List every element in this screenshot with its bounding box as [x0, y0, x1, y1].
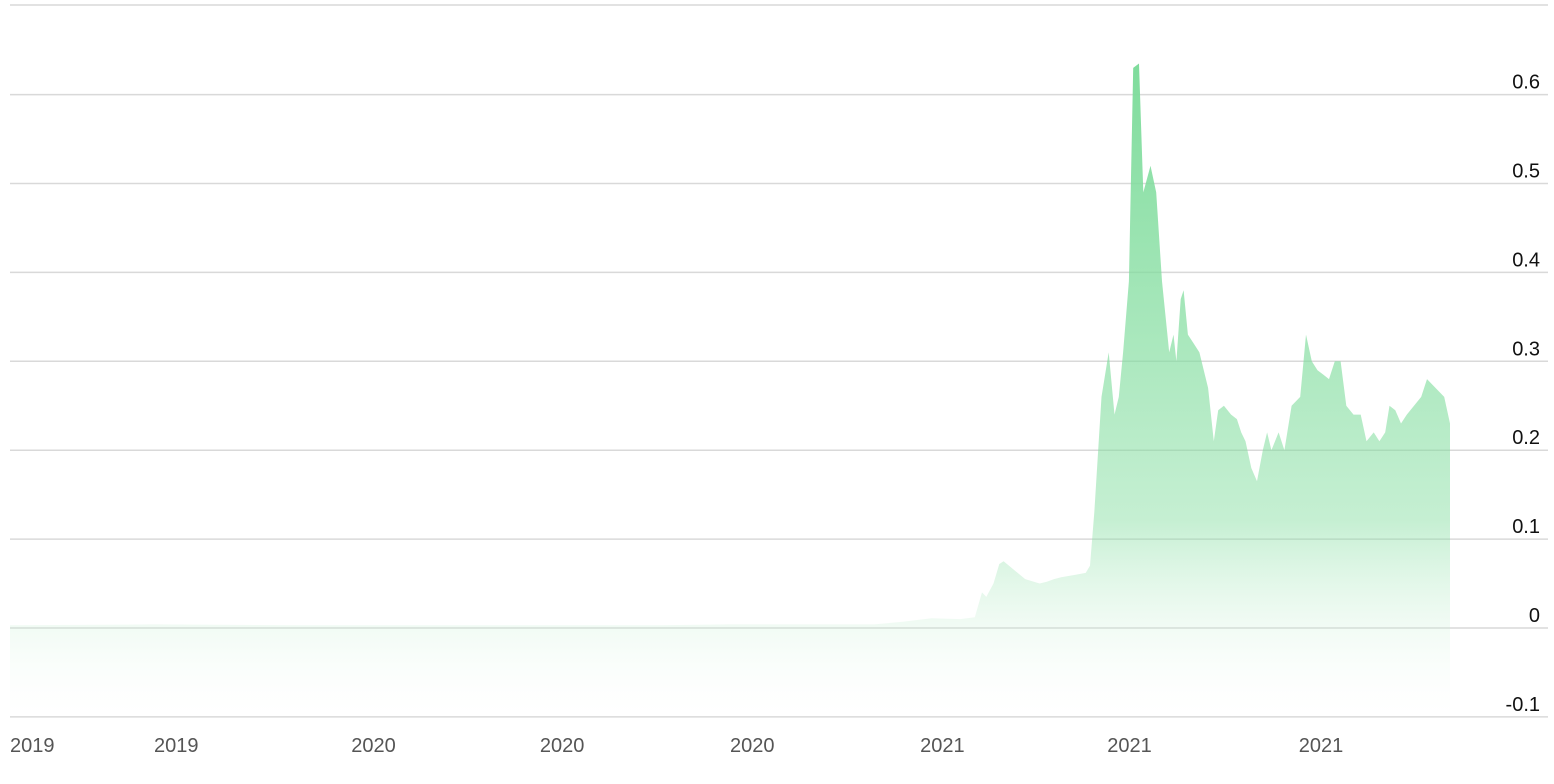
x-axis-ticks: 2019 2019 2020 2020 2020 2021 2021 2021: [10, 735, 1343, 757]
y-tick-label: -0.1: [1506, 694, 1540, 716]
y-axis-ticks: 0.6 0.5 0.4 0.3 0.2 0.1 0 -0.1: [1506, 72, 1540, 716]
area-series-path: [10, 63, 1450, 717]
y-tick-label: 0.1: [1512, 516, 1540, 538]
y-tick-label: 0.3: [1512, 338, 1540, 360]
x-tick-label: 2021: [920, 735, 965, 757]
x-tick-label: 2021: [1107, 735, 1152, 757]
x-tick-label: 2019: [10, 735, 55, 757]
y-tick-label: 0.2: [1512, 427, 1540, 449]
x-tick-label: 2020: [351, 735, 396, 757]
x-tick-label: 2020: [730, 735, 775, 757]
area-series: [10, 63, 1450, 717]
x-tick-label: 2021: [1299, 735, 1344, 757]
y-tick-label: 0: [1529, 605, 1540, 627]
x-tick-label: 2020: [540, 735, 585, 757]
x-tick-label: 2019: [154, 735, 199, 757]
y-tick-label: 0.4: [1512, 249, 1540, 271]
y-tick-label: 0.5: [1512, 161, 1540, 183]
y-tick-label: 0.6: [1512, 72, 1540, 94]
